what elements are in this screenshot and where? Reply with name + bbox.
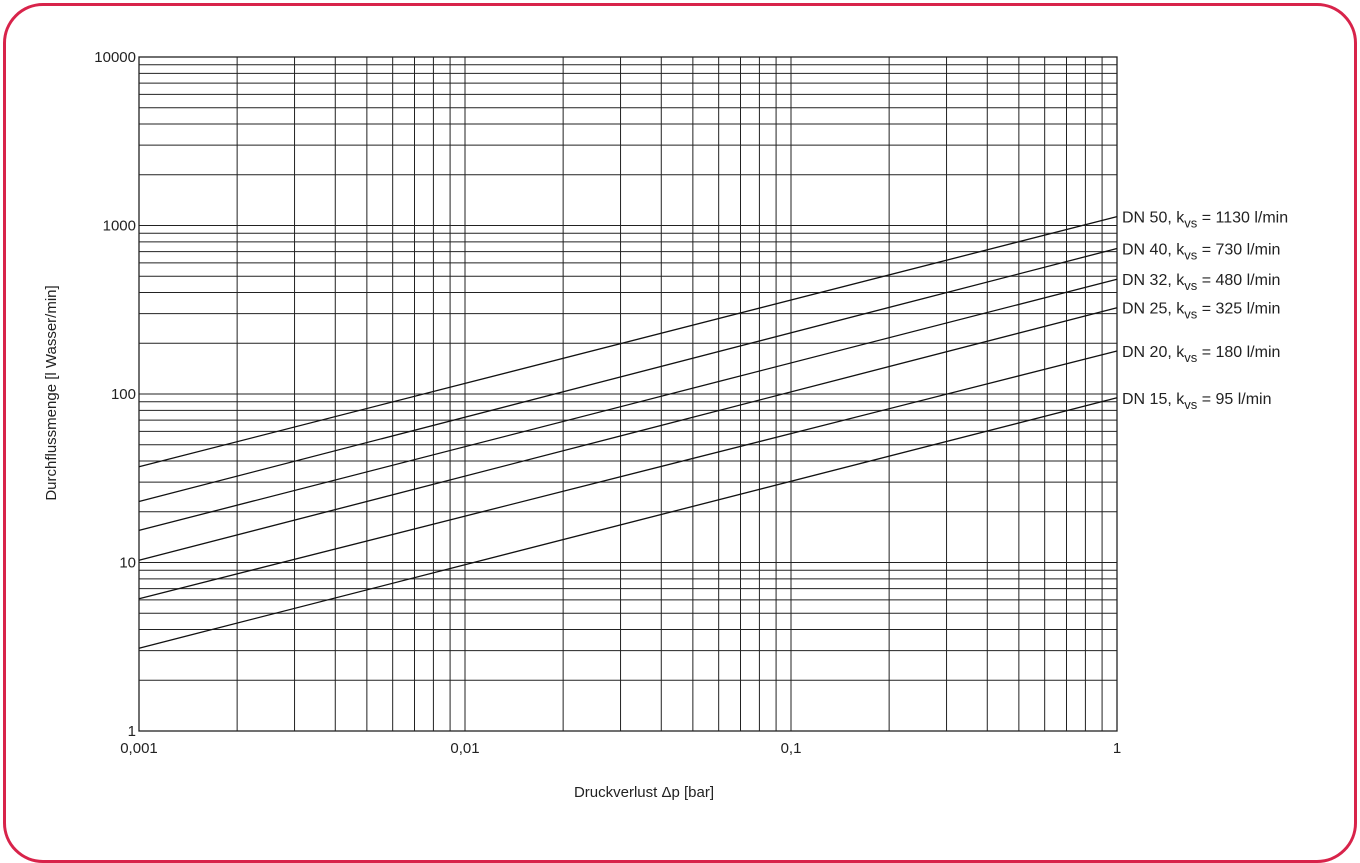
x-axis-label: Druckverlust Δp [bar] (574, 784, 714, 801)
y-tick-label: 10 (119, 555, 136, 572)
series-line (138, 397, 1118, 649)
y-tick-label: 1 (128, 723, 136, 740)
series-lines (138, 215, 1118, 649)
series-line (138, 215, 1118, 468)
series-label: DN 25, kvs = 325 l/min (1122, 301, 1280, 322)
y-tick-label: 100 (111, 386, 136, 403)
series-line (138, 278, 1118, 532)
series-labels: DN 50, kvs = 1130 l/min DN 40, kvs = 730 … (1122, 210, 1288, 412)
series-label: DN 20, kvs = 180 l/min (1122, 344, 1280, 365)
series-line (138, 307, 1118, 561)
y-tick-labels: 1 10 100 1000 10000 (94, 49, 136, 740)
series-label: DN 32, kvs = 480 l/min (1122, 272, 1280, 293)
series-label: DN 15, kvs = 95 l/min (1122, 391, 1272, 412)
series-label: DN 50, kvs = 1130 l/min (1122, 210, 1288, 231)
x-tick-label: 1 (1113, 740, 1121, 757)
series-label: DN 40, kvs = 730 l/min (1122, 242, 1280, 263)
flow-chart: 0,001 0,01 0,1 1 1 10 100 1000 10000 DN 50, kvs… (43, 49, 1288, 801)
y-axis-label: Durchflussmenge [l Wasser/min] (43, 285, 60, 500)
y-tick-label: 1000 (103, 218, 136, 235)
grid (138, 56, 1118, 732)
x-tick-label: 0,001 (120, 740, 158, 757)
series-line (138, 247, 1118, 503)
x-tick-label: 0,1 (781, 740, 802, 757)
y-tick-label: 10000 (94, 49, 136, 66)
series-line (138, 350, 1118, 600)
x-tick-labels: 0,001 0,01 0,1 1 (120, 740, 1121, 757)
plot-border (138, 56, 1118, 732)
x-tick-label: 0,01 (450, 740, 479, 757)
